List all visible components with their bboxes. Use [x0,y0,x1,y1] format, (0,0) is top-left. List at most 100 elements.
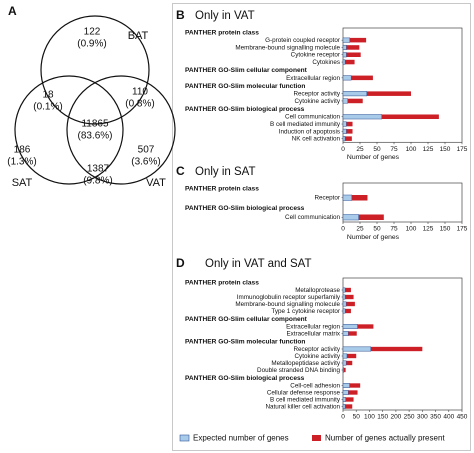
actual-bar [343,195,368,201]
group-header: PANTHER GO-Slim biological process [185,205,305,212]
expected-bar [342,91,368,97]
expected-bar [342,128,347,134]
actual-bar [343,121,353,127]
category-label: Metalloprotease [295,287,340,294]
panel-letter: A [8,4,17,18]
actual-bar [343,367,346,373]
expected-bar [342,44,347,50]
x-tick-label: 300 [417,414,428,421]
actual-bar [343,324,374,329]
category-label: NK cell activation [292,136,341,143]
expected-bar [342,136,346,142]
expected-bar [342,59,346,65]
expected-bar [342,397,346,402]
category-label: Cytokines [312,59,340,66]
actual-bar [343,136,352,141]
x-tick-label: 0 [341,226,345,233]
category-label: Cell communication [285,114,340,121]
region-percent: (9.8%) [83,176,112,187]
category-label: Extracellular region [286,323,340,330]
legend-label: Expected number of genes [193,434,289,443]
category-label: Extracellular region [286,75,340,82]
x-axis-label: Number of genes [347,154,400,161]
group-header: PANTHER GO-Slim molecular function [185,339,305,346]
legend-label: Number of genes actually present [325,434,445,443]
x-tick-label: 50 [373,226,381,233]
actual-bar [343,98,363,104]
venn-circle [40,15,150,125]
expected-bar [342,75,352,81]
region-percent: (0.1%) [33,102,62,113]
actual-bar [343,91,411,96]
category-label: B cell mediated immunity [270,121,341,128]
region-count: 18 [42,90,54,101]
expected-bar [342,121,347,127]
expected-bar [342,37,351,43]
group-header: PANTHER protein class [185,185,259,192]
panel-title: Only in VAT [195,10,255,22]
plot-frame [342,277,463,411]
x-tick-label: 100 [406,226,417,233]
actual-bar [343,59,355,65]
legend-swatch [312,435,321,441]
x-tick-label: 75 [390,146,398,153]
category-label: Membrane-bound signalling molecule [235,301,340,308]
group-header: PANTHER protein class [185,30,259,37]
x-tick-label: 125 [423,226,434,233]
actual-bar [343,360,353,366]
actual-bar [343,308,351,314]
expected-bar [342,194,353,201]
x-tick-label: 50 [373,146,381,153]
group-header: PANTHER protein class [185,280,259,287]
set-label: SAT [12,177,33,189]
venn-circle [66,75,176,185]
category-label: Cell-cell adhesion [290,382,340,389]
x-tick-label: 350 [430,414,441,421]
group-header: PANTHER GO-Slim cellular component [185,316,308,323]
category-label: Cell communication [285,214,340,221]
x-tick-label: 150 [440,146,451,153]
x-tick-label: 150 [440,226,451,233]
category-label: Type 1 cytokine receptor [271,308,340,315]
x-tick-label: 100 [406,146,417,153]
category-label: Receptor activity [293,346,340,353]
category-label: Membrane-bound signalling molecule [235,44,340,51]
category-label: Double stranded DNA binding [257,367,340,374]
category-label: Natural killer cell activation [265,403,340,410]
category-label: Extracellular matrix [286,330,340,337]
category-label: Receptor [314,195,340,202]
panel-frame [172,3,471,451]
x-axis-label: Number of genes [347,234,400,241]
group-header: PANTHER GO-Slim molecular function [185,83,305,90]
actual-bar [343,37,367,43]
region-count: 507 [138,145,155,156]
group-header: PANTHER GO-Slim cellular component [185,67,308,74]
category-label: Receptor activity [293,91,340,98]
category-label: Cytokine activity [295,353,341,360]
category-label: Metallopeptidase activity [271,360,340,367]
set-label: VAT [146,177,166,189]
actual-bar [343,404,353,409]
actual-bar [343,129,353,134]
category-label: Cytokine activity [295,98,341,105]
expected-bar [342,52,347,58]
region-count: 110 [132,87,148,98]
actual-bar [343,287,351,293]
x-tick-label: 75 [390,226,398,233]
x-tick-label: 400 [443,414,454,421]
x-tick-label: 175 [457,226,468,233]
expected-bar [342,353,348,359]
region-count: 122 [84,27,101,38]
expected-bar [342,301,347,307]
region-percent: (0.9%) [77,39,106,50]
panel-title: Only in SAT [195,166,256,178]
category-label: Induction of apoptosis [279,128,340,135]
actual-bar [343,397,354,402]
legend-swatch [179,434,190,442]
group-header: PANTHER GO-Slim biological process [185,106,305,113]
actual-bar [343,390,358,395]
category-label: G-protein coupled receptor [265,37,340,44]
expected-bar [342,390,349,395]
category-label: Cellular defense response [267,389,341,396]
expected-bar [342,331,349,336]
